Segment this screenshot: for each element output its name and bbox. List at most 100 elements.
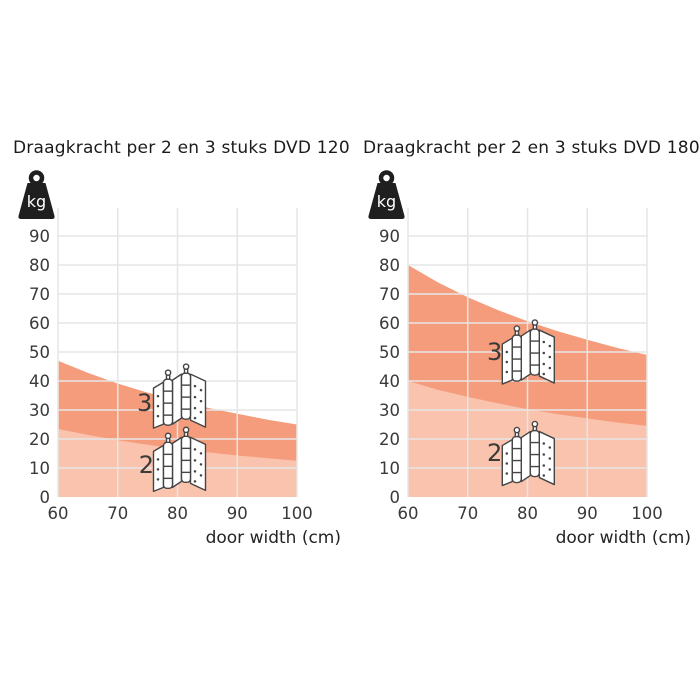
y-tick-label: 60 [29,314,50,333]
y-tick-label: 40 [29,372,50,391]
kg-weight-icon: kg [18,170,55,219]
y-tick-label: 20 [29,430,50,449]
hinge-screw-hole [542,340,546,344]
chart-plot-dvd120: 0 10 20 30 40 50 60 70 80 90 60 70 80 90 100 door width… [18,170,341,548]
hinge-left-barrel [162,441,174,490]
hinge-screw-hole [548,446,552,449]
hinge-screw-hole [199,410,203,414]
hinge-screw-hole [199,474,203,477]
hinge-screw-hole [156,414,160,418]
hinge-right-leaf [538,430,555,486]
hinge-screw-hole [548,468,552,471]
y-tick-label: 30 [379,401,400,420]
hinge-screw-hole [542,351,546,355]
hinge-screw-hole [548,366,552,370]
chart-title-dvd120: Draagkracht per 2 en 3 stuks DVD 120 [13,138,350,158]
y-tick-label: 50 [29,343,50,362]
hinge-count-label: 2 [487,439,502,467]
chart-dvd180: Draagkracht per 2 en 3 stuks DVD 180 0 10… [350,138,700,580]
hinge-screw-hole [156,468,160,471]
weight-unit-label: kg [377,192,396,211]
chart-title-dvd180: Draagkracht per 2 en 3 stuks DVD 180 [363,138,700,158]
y-tick-label: 80 [29,256,50,275]
y-tick-label: 80 [379,256,400,275]
hinge-middle-leaf [171,373,183,425]
hinge-middle-leaf [171,436,183,489]
hinge-screw-hole [193,459,197,462]
hinge-screw-hole [193,406,197,410]
hinge-screw-hole [193,395,197,399]
hinge-pin-knob [164,369,172,376]
hinge-screw-hole [156,394,160,398]
hinge-right-barrel [529,328,540,376]
chart-plot-dvd180: 0 10 20 30 40 50 60 70 80 90 60 70 80 90 100 door width… [368,170,691,548]
x-tick-label: 90 [577,504,598,523]
hinge-screw-hole [542,442,546,445]
hinge-right-leaf [189,436,207,492]
y-tick-label: 0 [40,488,51,507]
y-tick-label: 10 [379,459,400,478]
hinge-pin-knob [182,426,190,434]
hinge-screw-hole [156,478,160,481]
hinge-count-label: 3 [137,389,152,417]
y-tick-label: 70 [379,285,400,304]
hinge-pin-knob [513,325,521,332]
hinge-screw-hole [542,464,546,467]
hinge-screw-hole [505,370,509,374]
hinge-screw-hole [542,453,546,456]
weight-ring [28,170,45,186]
hinge-screw-hole [542,362,546,366]
weight-body [18,183,55,219]
x-axis-label: door width (cm) [206,528,341,548]
y-tick-label: 30 [29,401,50,420]
hinge-pin-knob [531,319,539,326]
hinge-screw-hole [542,474,546,477]
grid [407,208,648,497]
hinge-screw-hole [505,350,509,354]
y-tick-label: 70 [29,285,50,304]
hinge-screw-hole [193,480,197,483]
chart-dvd120: Draagkracht per 2 en 3 stuks DVD 120 0 10… [0,138,350,580]
x-tick-label: 100 [631,504,663,523]
hinge-count-label: 3 [487,338,502,366]
weight-body [368,183,405,219]
x-tick-label: 80 [167,504,188,523]
hinge-pin-knob [513,426,521,434]
y-tick-label: 20 [379,430,400,449]
hinge-left-barrel [511,435,522,484]
hinge-right-leaf [189,373,207,428]
hinge-pin-knob [531,420,539,428]
hinge-screw-hole [199,388,203,392]
hinge-screw-hole [505,472,509,475]
hinge-screw-hole [156,458,160,461]
hinge-screw-hole [193,448,197,451]
hinge-pin-knob [182,363,190,370]
x-tick-label: 60 [48,504,69,523]
hinge-screw-hole [199,463,203,466]
hinge-screw-hole [505,462,509,465]
hinge-screw-hole [156,404,160,408]
hinge-screw-hole [193,470,197,473]
hinge-screw-hole [548,355,552,359]
weight-unit-label: kg [27,192,46,211]
x-tick-label: 80 [517,504,538,523]
y-tick-label: 90 [29,227,50,246]
hinge-icon [501,420,555,487]
y-tick-label: 90 [379,227,400,246]
hinge-right-leaf [538,329,555,384]
weight-ring [378,170,395,186]
hinge-left-barrel [162,378,174,426]
hinge-screw-hole [193,416,197,420]
hinge-screw-hole [199,399,203,403]
hinge-count-label: 2 [139,451,154,479]
x-tick-label: 60 [398,504,419,523]
y-tick-label: 10 [29,459,50,478]
y-tick-label: 0 [390,488,401,507]
hinge-pin-knob [164,432,172,440]
x-tick-label: 70 [457,504,478,523]
hinge-right-barrel [180,372,192,420]
hinge-icon [501,319,555,385]
hinge-screw-hole [505,360,509,364]
y-tick-label: 50 [379,343,400,362]
